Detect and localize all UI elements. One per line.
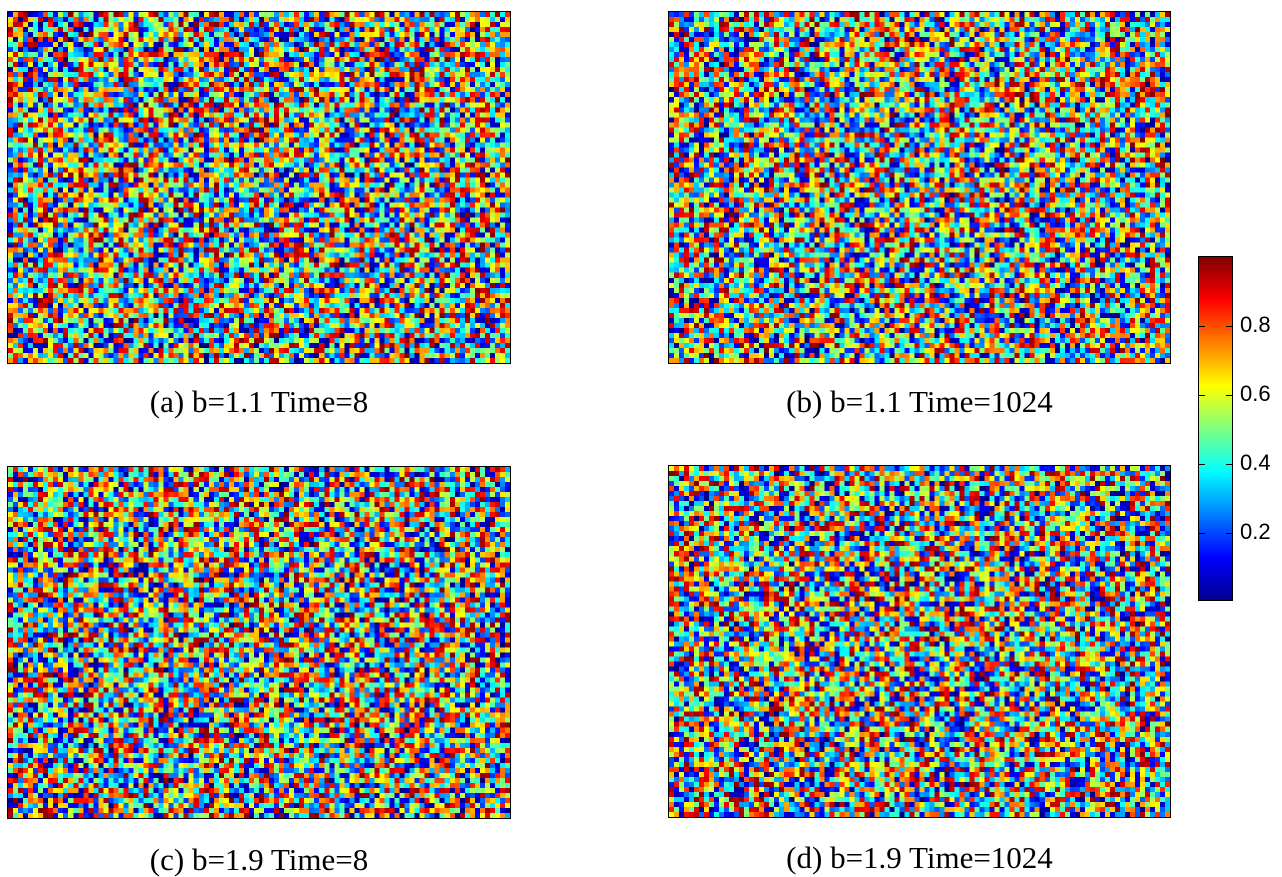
panel-caption-c: (c) b=1.9 Time=8 xyxy=(149,842,369,877)
heatmap-canvas-a xyxy=(8,12,510,363)
colorbar-tick xyxy=(1226,464,1232,465)
heatmap-panel-c xyxy=(7,466,511,819)
panel-caption-b: (b) b=1.1 Time=1024 xyxy=(786,384,1053,419)
colorbar-tick-label: 0.4 xyxy=(1240,450,1271,475)
colorbar-tick xyxy=(1226,533,1232,534)
heatmap-canvas-c xyxy=(8,467,510,818)
colorbar-tick-label: 0.2 xyxy=(1240,519,1271,544)
colorbar-tick-label: 0.8 xyxy=(1240,312,1271,337)
heatmap-canvas-b xyxy=(669,12,1170,363)
colorbar-tick xyxy=(1199,533,1205,534)
heatmap-canvas-d xyxy=(669,466,1170,817)
heatmap-panel-a xyxy=(7,11,511,364)
colorbar-tick xyxy=(1199,395,1205,396)
heatmap-panel-d xyxy=(668,465,1171,818)
panel-caption-a: (a) b=1.1 Time=8 xyxy=(149,384,369,419)
heatmap-panel-b xyxy=(668,11,1171,364)
colorbar-tick xyxy=(1199,464,1205,465)
colorbar xyxy=(1198,256,1233,601)
colorbar-tick xyxy=(1199,326,1205,327)
panel-caption-d: (d) b=1.9 Time=1024 xyxy=(786,840,1053,875)
colorbar-tick xyxy=(1226,326,1232,327)
colorbar-tick-label: 0.6 xyxy=(1240,381,1271,406)
colorbar-tick xyxy=(1226,395,1232,396)
